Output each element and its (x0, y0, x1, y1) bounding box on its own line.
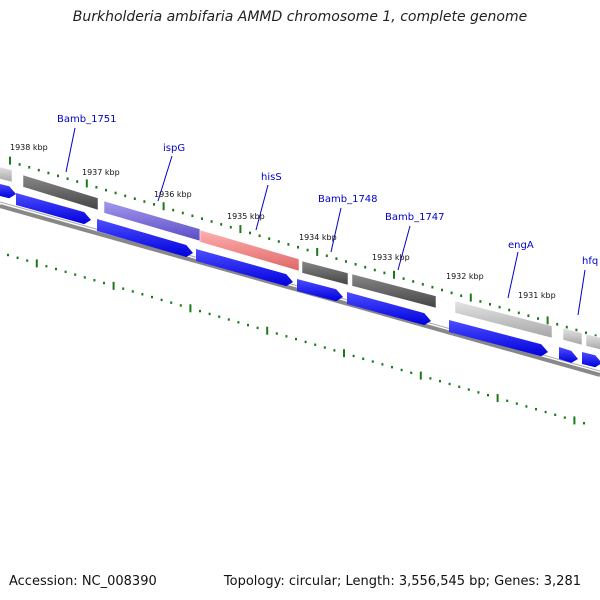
feature-bar-bamb-1747[interactable] (351, 273, 437, 309)
feature-bar-hiss[interactable] (199, 229, 300, 272)
cds-arrow[interactable] (16, 193, 91, 225)
cds-arrow[interactable] (196, 249, 293, 287)
cds-arrow[interactable] (297, 279, 343, 302)
cds-arrow[interactable] (347, 292, 431, 326)
genome-stats-text: Topology: circular; Length: 3,556,545 bp… (223, 574, 581, 589)
cds-arrow[interactable] (0, 183, 16, 199)
label-leaders (65, 127, 586, 316)
feature-bar-bamb-1751[interactable] (22, 174, 99, 211)
label-leader-line (65, 127, 76, 173)
label-leader-line (507, 251, 519, 299)
kbp-label: 1933 kbp (372, 253, 410, 262)
kbp-label: 1937 kbp (82, 168, 120, 177)
gene-label[interactable]: Bamb_1751 (57, 114, 117, 125)
label-leader-line (255, 184, 269, 231)
kbp-label: 1934 kbp (299, 233, 337, 242)
map-title: Burkholderia ambifaria AMMD chromosome 1… (72, 9, 528, 25)
kbp-label: 1936 kbp (154, 190, 192, 199)
accession-text: Accession: NC_008390 (9, 574, 157, 589)
outer-tick-marks (9, 156, 597, 337)
kbp-label: 1938 kbp (10, 143, 48, 152)
gene-label[interactable]: Bamb_1747 (385, 212, 445, 223)
gene-labels: Bamb_1751 ispG hisS Bamb_1748 Bamb_1747 engA h… (57, 114, 598, 267)
feature-bar[interactable] (585, 333, 600, 350)
gene-label[interactable]: engA (508, 240, 534, 251)
cds-arrow[interactable] (559, 347, 578, 363)
gene-label[interactable]: hfq (582, 256, 598, 267)
label-leader-line (577, 269, 586, 316)
cds-arrow[interactable] (97, 219, 193, 258)
kbp-label: 1931 kbp (518, 291, 556, 300)
gene-label[interactable]: hisS (261, 172, 282, 183)
feature-bar-enga[interactable] (454, 300, 553, 339)
gene-label[interactable]: Bamb_1748 (318, 194, 378, 205)
cds-track (0, 183, 600, 368)
feature-bar-bamb-1748[interactable] (301, 260, 349, 286)
inner-tick-marks (7, 253, 585, 425)
feature-bar[interactable] (0, 166, 13, 183)
cds-arrow[interactable] (449, 320, 548, 357)
label-leader-line (397, 225, 411, 271)
cds-arrow[interactable] (582, 352, 600, 368)
feature-bar-hfq[interactable] (562, 327, 583, 346)
kbp-label: 1932 kbp (446, 272, 484, 281)
kbp-label: 1935 kbp (227, 212, 265, 221)
label-leader-line (157, 155, 173, 202)
feature-track (0, 166, 600, 350)
label-leader-line (330, 207, 342, 253)
gene-label[interactable]: ispG (163, 143, 185, 154)
kbp-labels: 1938 kbp 1937 kbp 1936 kbp 1935 kbp 1934 kbp… (10, 143, 556, 300)
